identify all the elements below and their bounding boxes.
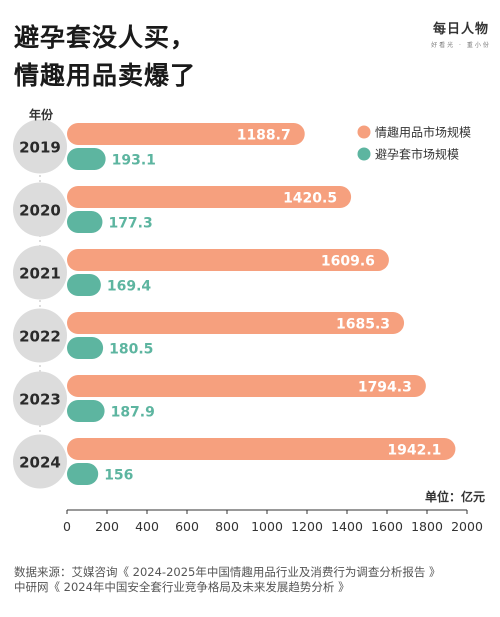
year-disc xyxy=(13,245,67,300)
year-discs: 2019 2020 2021 2022 2023 2024 xyxy=(13,119,67,489)
x-tick-label: 1000 xyxy=(251,519,283,534)
year-label: 2021 xyxy=(19,265,61,283)
value-label-condom: 193.1 xyxy=(112,153,156,169)
value-label-condom: 187.9 xyxy=(111,405,155,421)
bar-condom xyxy=(67,400,105,422)
value-label-condom: 180.5 xyxy=(109,342,153,358)
value-label-market: 1188.7 xyxy=(237,128,291,144)
x-tick-label: 1200 xyxy=(291,519,323,534)
bars: 1188.7 193.1 1420.5 177.3 1609.6 169.4 1685.3 1… xyxy=(67,123,456,485)
bar-condom xyxy=(67,148,106,170)
year-disc xyxy=(13,434,67,489)
year-disc xyxy=(13,371,67,426)
value-label-market: 1942.1 xyxy=(387,443,441,459)
year-label: 2019 xyxy=(19,139,61,157)
source-line-1: 数据来源：艾媒咨询《 2024-2025年中国情趣用品行业及消费行为调查分析报告… xyxy=(14,565,441,579)
x-tick-label: 1800 xyxy=(411,519,443,534)
x-axis: 0 200 400 600 800 1000 1200 1400 1600 1800 2000 xyxy=(63,509,483,534)
bar-condom xyxy=(67,211,103,233)
year-label: 2022 xyxy=(19,328,61,346)
year-label: 2024 xyxy=(19,454,61,472)
bar-condom xyxy=(67,463,99,485)
bar-market xyxy=(67,312,405,334)
year-axis-label: 年份 xyxy=(29,107,54,122)
brand-logo: 每日人物 好看光 · 重小份 xyxy=(430,18,492,49)
value-label-market: 1420.5 xyxy=(283,191,337,207)
value-label-market: 1609.6 xyxy=(321,254,375,270)
x-tick-label: 0 xyxy=(63,519,71,534)
bar-market xyxy=(67,123,305,145)
year-disc xyxy=(13,308,67,363)
headline-line-1: 避孕套没人买， xyxy=(14,23,197,52)
legend-swatch xyxy=(357,125,371,139)
bar-market xyxy=(67,186,352,208)
bar-market xyxy=(67,249,389,271)
value-label-market: 1794.3 xyxy=(358,380,412,396)
source-line-2: 中研网《 2024年中国安全套行业竞争格局及未来发展趋势分析 》 xyxy=(14,580,350,594)
year-disc xyxy=(13,182,67,237)
year-label: 2020 xyxy=(19,202,61,220)
legend-label: 避孕套市场规模 xyxy=(375,147,459,162)
bar-condom xyxy=(67,337,104,359)
value-label-condom: 156 xyxy=(104,468,133,484)
year-disc xyxy=(13,119,67,174)
headline-line-2: 情趣用品卖爆了 xyxy=(14,61,197,90)
x-tick-label: 1600 xyxy=(371,519,403,534)
legend-label: 情趣用品市场规模 xyxy=(375,125,471,140)
x-tick-label: 600 xyxy=(175,519,199,534)
x-tick-label: 400 xyxy=(135,519,159,534)
logo-text: 每日人物 xyxy=(432,22,489,37)
x-tick-label: 2000 xyxy=(451,519,483,534)
bar-market xyxy=(67,375,426,397)
bar-market xyxy=(67,438,456,460)
value-label-condom: 169.4 xyxy=(107,279,152,295)
logo-subtext: 好看光 · 重小份 xyxy=(431,42,491,49)
bar-condom xyxy=(67,274,101,296)
unit-label: 单位：亿元 xyxy=(425,489,485,504)
x-tick-label: 800 xyxy=(215,519,239,534)
x-tick-label: 1400 xyxy=(331,519,363,534)
year-label: 2023 xyxy=(19,391,61,409)
legend-swatch xyxy=(357,147,371,161)
x-tick-label: 200 xyxy=(95,519,119,534)
value-label-condom: 177.3 xyxy=(108,216,152,232)
value-label-market: 1685.3 xyxy=(336,317,390,333)
